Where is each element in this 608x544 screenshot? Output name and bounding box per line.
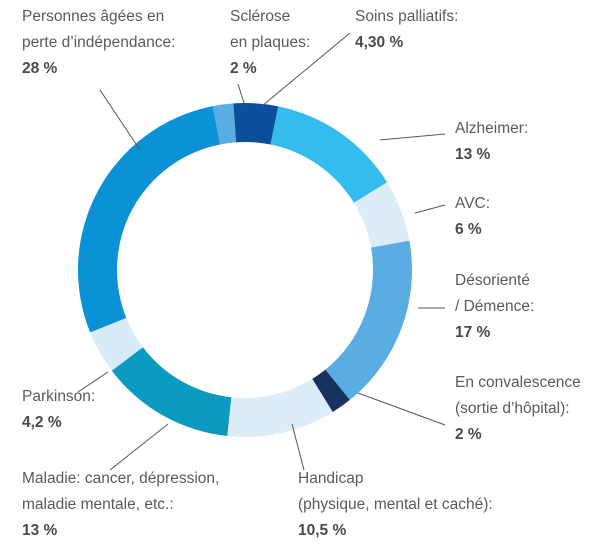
category-label: Sclérose en plaques: [230,8,311,51]
slice-label: En convalescence (sortie d’hôpital): 2 % [455,370,581,448]
category-label: AVC: [455,195,491,212]
category-label: Alzheimer: [455,120,529,137]
category-label: Parkinson: [22,388,96,405]
leader-line [261,32,351,107]
value-label: 2 % [230,60,257,77]
slice-label: Désorienté / Démence: 17 % [455,268,534,346]
donut-slice [353,182,410,248]
category-label: Maladie: cancer, dépression, maladie men… [22,470,220,513]
value-label: 2 % [455,426,482,443]
value-label: 17 % [455,324,491,341]
slice-label: AVC: 6 % [455,191,490,243]
leader-line [357,392,446,426]
slice-label: Sclérose en plaques: 2 % [230,4,310,82]
slice-label: Soins palliatifs: 4,30 % [355,4,458,56]
category-label: Personnes âgées en perte d’indépendance: [22,8,176,51]
value-label: 28 % [22,60,58,77]
leader-line [237,83,246,107]
donut-slice [212,103,237,145]
category-label: En convalescence (sortie d’hôpital): [455,374,581,417]
leader-line [109,423,169,471]
donut-slice [325,240,413,400]
leader-line [77,371,109,393]
slice-label: Personnes âgées en perte d’indépendance:… [22,4,175,82]
leader-line [291,423,305,471]
donut-slice [312,369,350,413]
leader-line [99,89,141,151]
donut-slice [90,317,143,371]
leader-line [414,204,446,214]
value-label: 4,30 % [355,34,404,51]
value-label: 6 % [455,221,482,238]
slice-label: Maladie: cancer, dépression, maladie men… [22,466,219,544]
donut-slice [227,378,333,437]
leader-lines [77,32,446,471]
slice-label: Alzheimer: 13 % [455,116,528,168]
value-label: 4,2 % [22,414,62,431]
donut-slice [233,102,279,145]
donut-slice [77,106,221,333]
value-label: 10,5 % [298,522,347,539]
category-label: Handicap (physique, mental et caché): [298,470,493,513]
value-label: 13 % [22,522,58,539]
donut-slice [111,347,232,437]
slice-label: Parkinson: 4,2 % [22,384,95,436]
leader-line [379,133,446,141]
value-label: 13 % [455,146,491,163]
category-label: Désorienté / Démence: [455,272,535,315]
slice-label: Handicap (physique, mental et caché): 10,… [298,466,493,544]
category-label: Soins palliatifs: [355,8,459,25]
donut-slice [270,106,388,203]
